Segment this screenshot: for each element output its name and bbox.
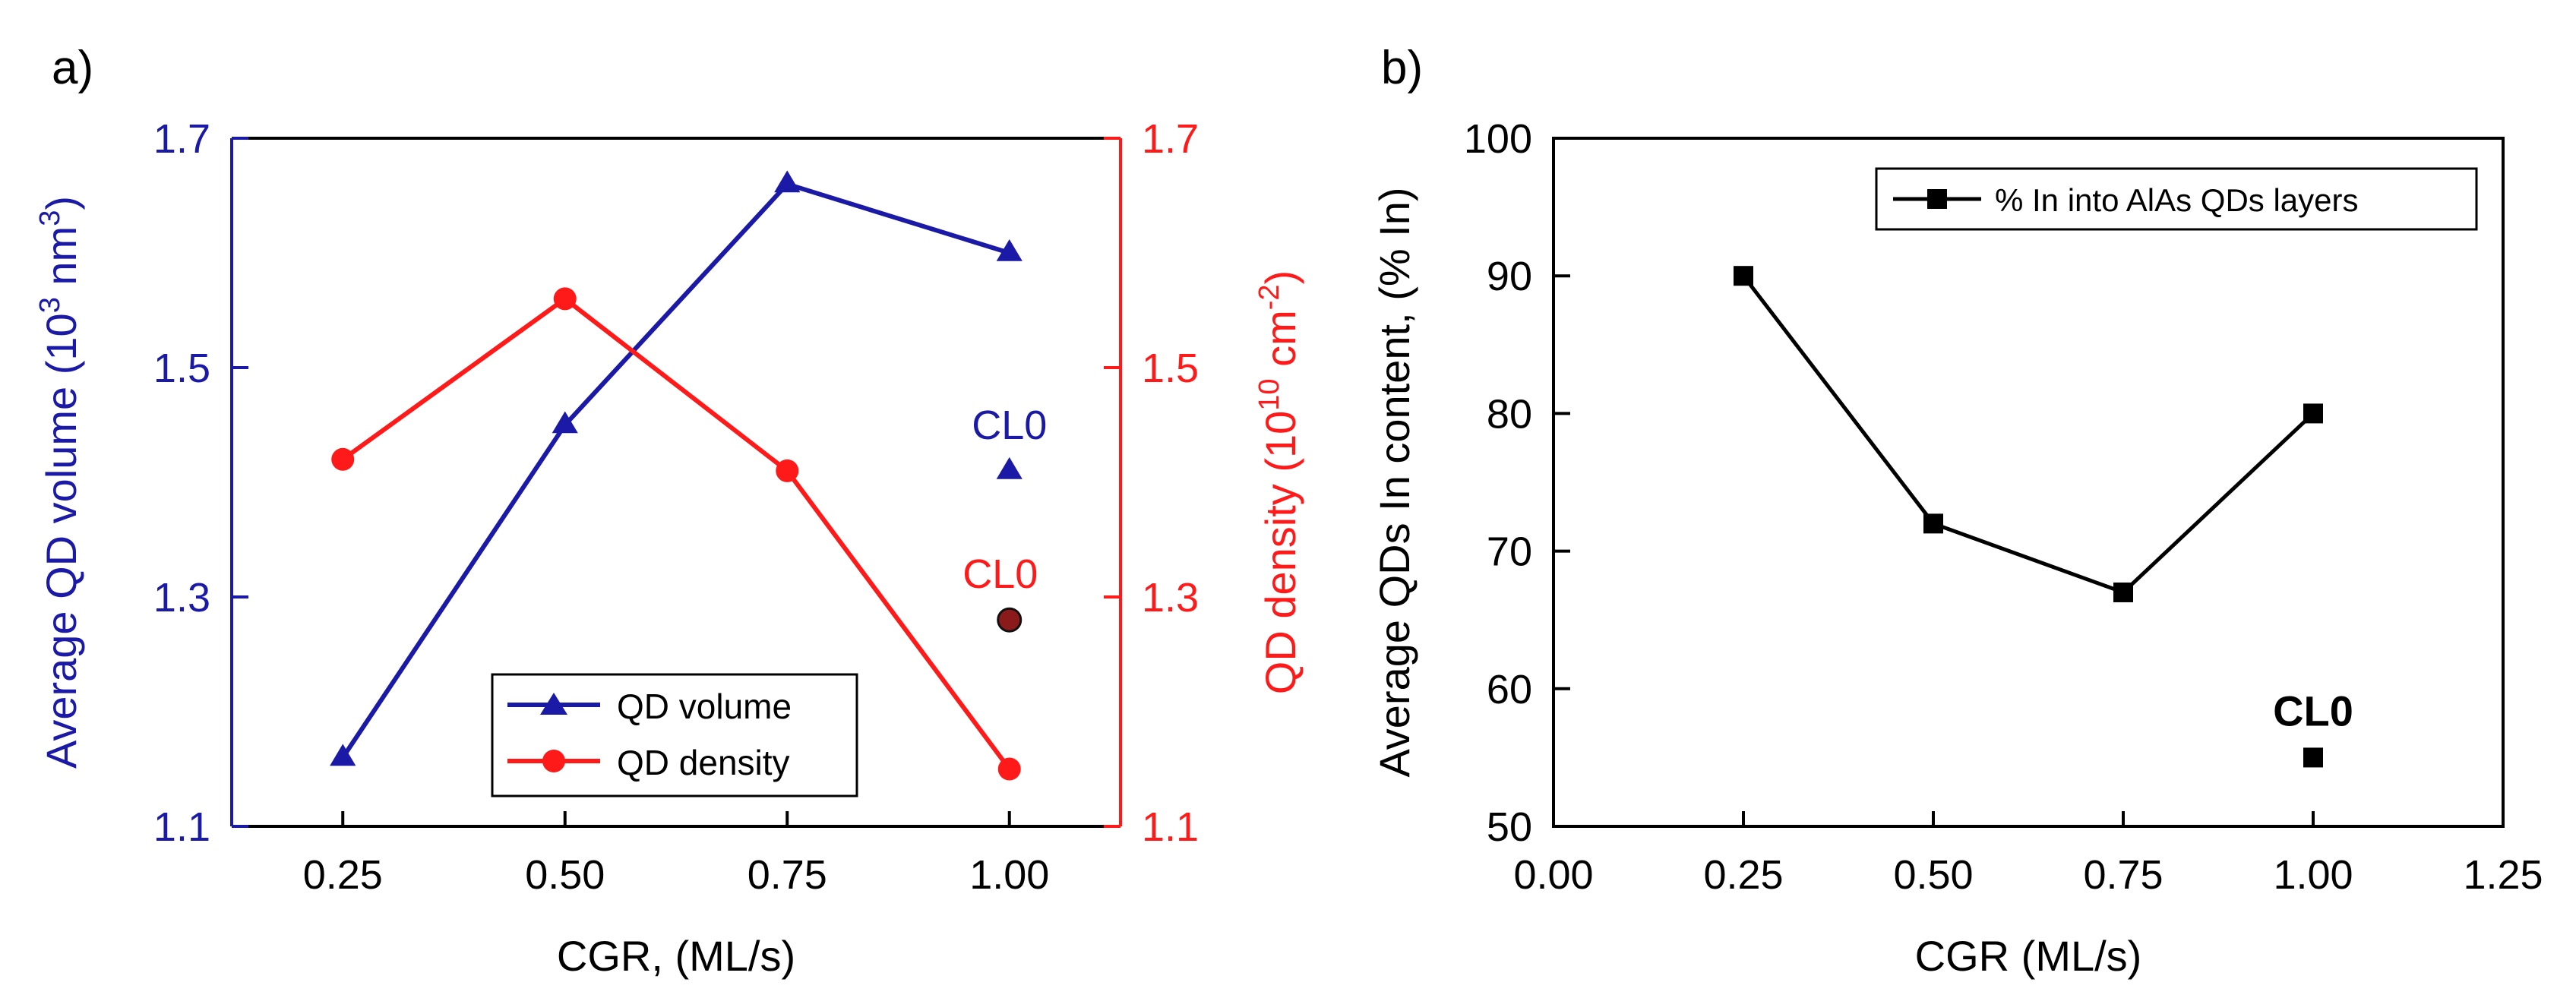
- legend-in-marker: [1927, 189, 1947, 209]
- volume-point: [330, 744, 356, 766]
- legend-volume-marker: [540, 693, 567, 715]
- panel-a-xtick-label: 0.50: [525, 852, 605, 898]
- panel-b-ytick-label: 90: [1487, 254, 1532, 299]
- panel-b-series-lines: [1742, 274, 2315, 595]
- panel-b-ytick-label: 70: [1487, 529, 1532, 575]
- cl0-volume-label: CL0: [972, 403, 1047, 448]
- panel-b-ytick-label: 60: [1487, 667, 1532, 712]
- in-content-point: [1734, 266, 1753, 286]
- panel-b: b) 0.00 0.25 0.50 0.75 1.00 1.25 50 60 70 80 90 100…: [1370, 42, 2543, 980]
- panel-a-legend: QD volume QD density: [491, 673, 858, 797]
- volume-point: [774, 170, 801, 193]
- panel-b-xtick-label: 0.75: [2083, 852, 2163, 898]
- panel-a-ylabel-left: Average QD volume (103 nm3): [34, 196, 85, 769]
- legend-in-label: % In into AlAs QDs layers: [1995, 182, 2359, 218]
- panel-a-xtick-label: 0.75: [748, 852, 827, 898]
- panel-b-legend: % In into AlAs QDs layers: [1875, 167, 2478, 231]
- panel-a-xlabel: CGR, (ML/s): [557, 932, 795, 980]
- series-line-in-content: [1742, 274, 2315, 595]
- panel-b-xtick-label: 1.25: [2463, 852, 2543, 898]
- panel-a-ticks: 0.25 0.50 0.75 1.00 1.1 1.3 1.5 1.7 1.1 1.3 1.5 1.7: [153, 116, 1199, 898]
- panel-b-ticks: 0.00 0.25 0.50 0.75 1.00 1.25 50 60 70 80 90 100: [1464, 116, 2543, 898]
- panel-b-ytick-label: 50: [1487, 804, 1532, 850]
- panel-b-markers: [1734, 266, 2323, 602]
- panel-a-ytick-left-label: 1.3: [153, 575, 210, 621]
- panel-a-ytick-left-label: 1.1: [153, 804, 210, 850]
- series-line-qd-volume: [340, 182, 1010, 760]
- panel-a-ytick-left-label: 1.5: [153, 346, 210, 391]
- panel-a-label: a): [52, 42, 93, 94]
- panel-b-xtick-label: 0.50: [1893, 852, 1973, 898]
- panel-a-xtick-label: 0.25: [303, 852, 383, 898]
- volume-point: [996, 239, 1022, 261]
- volume-point: [552, 411, 578, 434]
- panel-b-xtick-label: 0.00: [1513, 852, 1593, 898]
- panel-a-ytick-right-label: 1.7: [1142, 116, 1199, 162]
- panel-a-xtick-label: 1.00: [969, 852, 1049, 898]
- in-content-point: [2303, 403, 2323, 424]
- cl0-density-label: CL0: [962, 551, 1038, 597]
- cl0-density-point: [997, 607, 1022, 633]
- panel-b-frame: [1552, 137, 2505, 828]
- in-content-point: [2113, 582, 2133, 602]
- cl0-in-point: [2303, 747, 2323, 768]
- panel-a-ytick-left-label: 1.7: [153, 116, 210, 162]
- panel-b-xtick-label: 0.25: [1703, 852, 1783, 898]
- density-point: [997, 757, 1021, 781]
- density-point: [553, 287, 577, 311]
- panel-b-ylabel: Average QDs In content, (% In): [1370, 187, 1418, 777]
- in-content-point: [1923, 513, 1943, 534]
- density-point: [331, 447, 355, 471]
- density-point: [776, 459, 799, 482]
- legend-density-label: QD density: [617, 743, 790, 782]
- panel-b-label: b): [1381, 42, 1423, 94]
- panel-a-ylabel-right: QD density (1010 cm-2): [1253, 270, 1304, 694]
- series-line-qd-density: [341, 296, 1012, 771]
- panel-b-xlabel: CGR (ML/s): [1915, 932, 2142, 980]
- panel-a: a) 0.25 0.50 0.75 1.00 1.1 1.3 1.5 1.7 1.1 1.3 1.5…: [34, 42, 1304, 980]
- panel-b-ytick-label: 100: [1464, 116, 1532, 162]
- panel-a-markers: [330, 170, 1022, 781]
- panel-a-cl0-points: CL0 CL0: [962, 403, 1047, 633]
- cl0-in-label: CL0: [2273, 687, 2353, 734]
- panel-a-ytick-right-label: 1.1: [1142, 804, 1199, 850]
- panel-a-series-lines: [340, 182, 1012, 771]
- legend-density-marker: [542, 750, 565, 772]
- cl0-volume-point: [996, 456, 1022, 479]
- panel-b-xtick-label: 1.00: [2273, 852, 2353, 898]
- legend-volume-label: QD volume: [617, 687, 792, 726]
- panel-a-ytick-right-label: 1.3: [1142, 575, 1199, 621]
- panel-b-cl0-points: CL0: [2273, 687, 2353, 768]
- panel-b-ytick-label: 80: [1487, 391, 1532, 437]
- panel-a-ytick-right-label: 1.5: [1142, 346, 1199, 391]
